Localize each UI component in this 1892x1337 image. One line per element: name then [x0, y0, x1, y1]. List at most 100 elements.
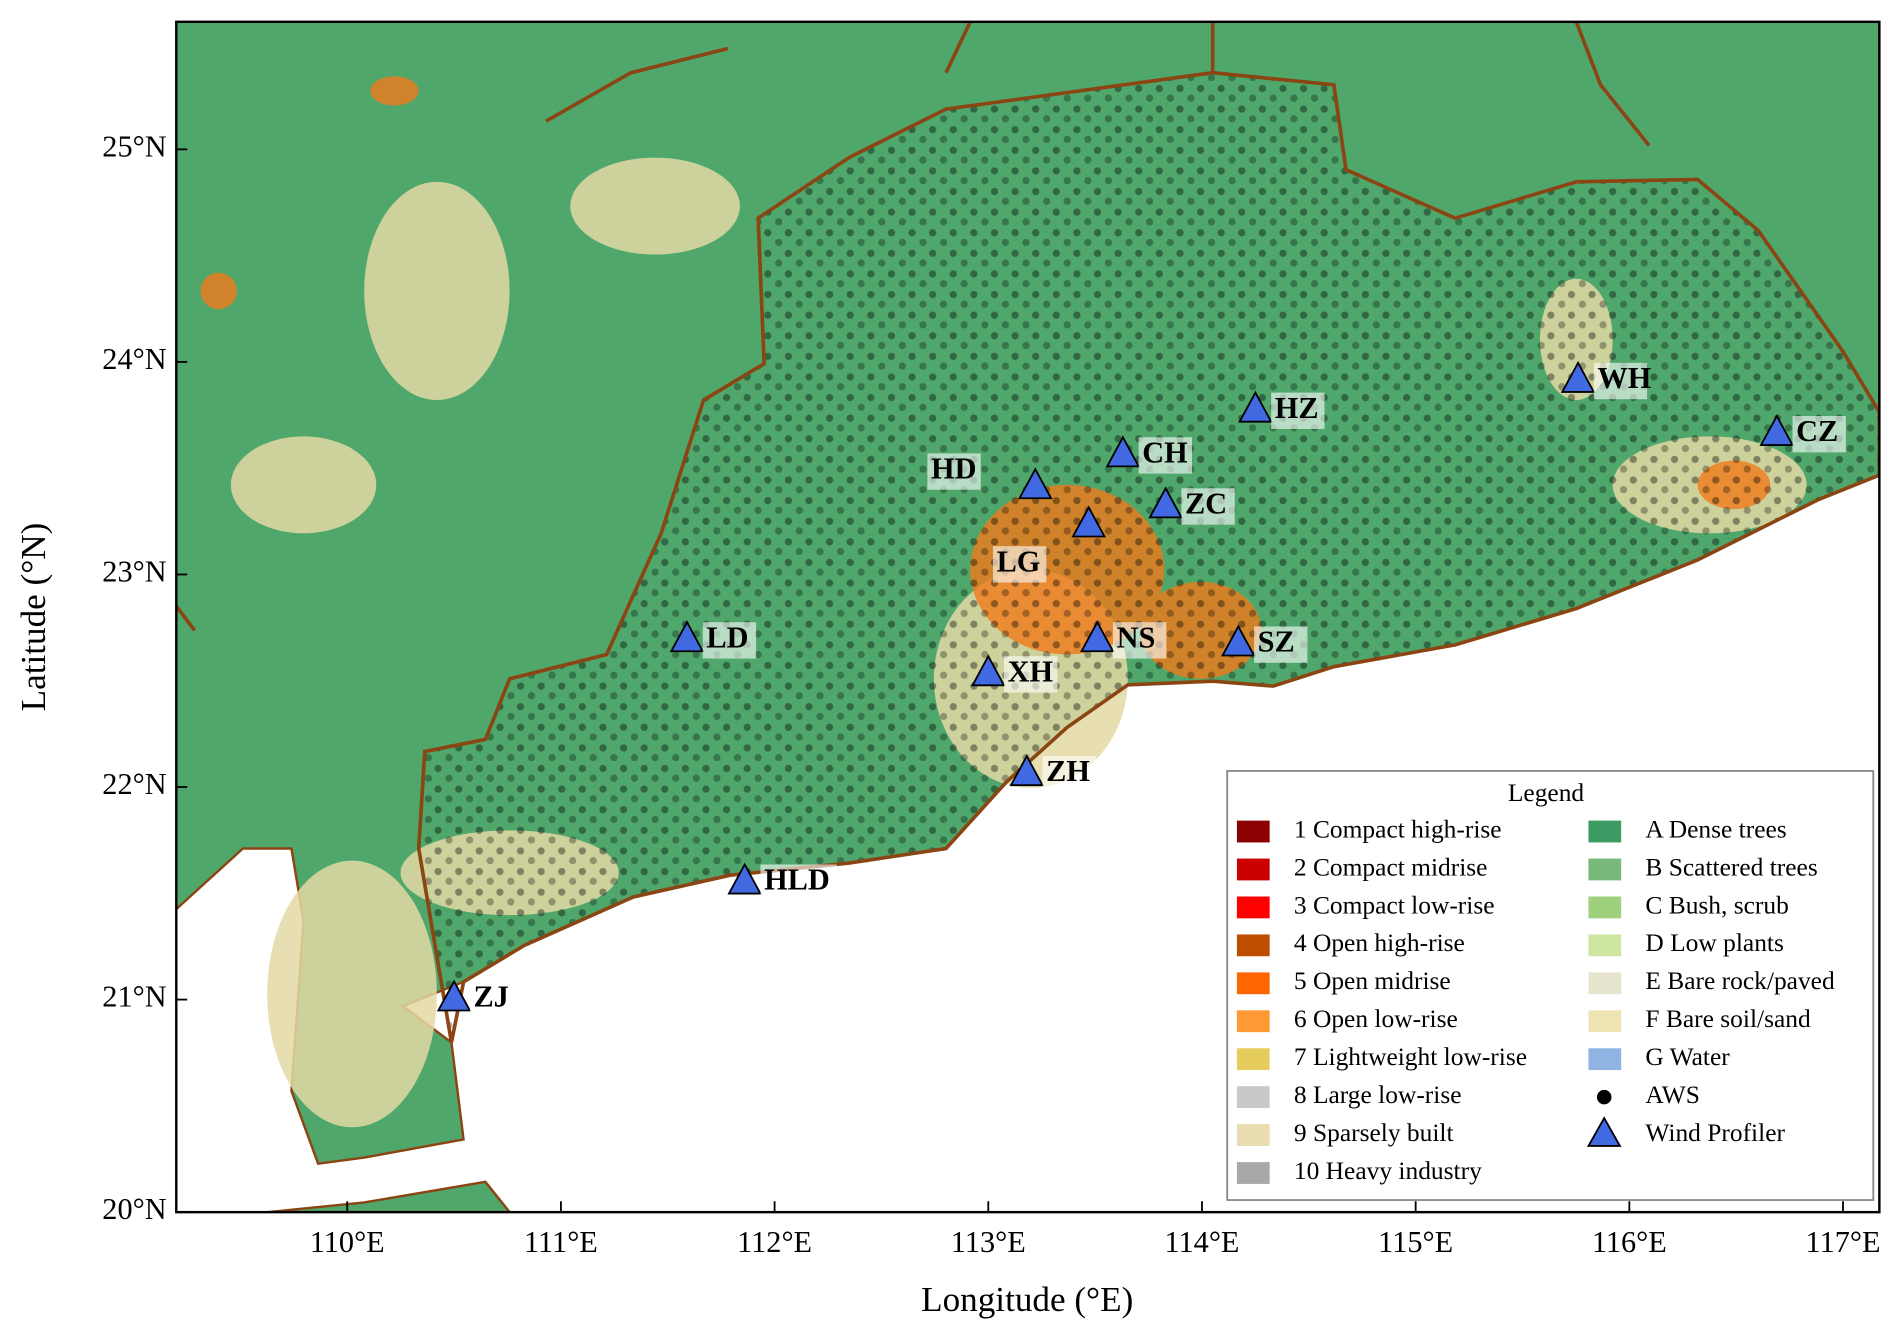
legend-swatch: [1236, 972, 1270, 995]
station-label: NS: [1117, 620, 1156, 654]
legend-label: A Dense trees: [1645, 814, 1786, 843]
legend-swatch: [1588, 972, 1622, 995]
legend-swatch: [1236, 1162, 1270, 1184]
legend-swatch: [1586, 1116, 1622, 1147]
x-tick-label: 117°E: [1806, 1225, 1881, 1259]
x-axis-label: Longitude (°E): [921, 1280, 1133, 1319]
station-label-bg: [1271, 392, 1325, 429]
y-tick-label: 22°N: [102, 767, 166, 801]
legend-swatch: [1588, 1010, 1622, 1033]
station-label-bg: [1254, 626, 1308, 663]
station-label: CH: [1142, 435, 1188, 469]
legend-label: 8 Large low-rise: [1294, 1080, 1462, 1109]
legend-label: 7 Lightweight low-rise: [1294, 1042, 1527, 1071]
legend-swatch: [1236, 1048, 1270, 1071]
legend-swatch: [1588, 820, 1622, 843]
legend-swatch: [1588, 896, 1622, 919]
plot-frame: [175, 20, 1881, 1214]
station-label: SZ: [1258, 625, 1295, 659]
wind-profiler: [1009, 754, 1045, 787]
wind-profiler: [971, 654, 1006, 687]
legend-swatch: [1236, 1086, 1270, 1109]
station-label-bg: [1113, 622, 1167, 659]
province-boundary: [176, 21, 1651, 632]
legend-label: B Scattered trees: [1645, 852, 1817, 881]
wind-profiler: [1221, 624, 1256, 657]
legend-label: D Low plants: [1645, 928, 1783, 957]
legend-swatch: [1236, 896, 1270, 919]
legend-title: Legend: [1508, 778, 1585, 807]
station-label-bg: [760, 864, 837, 901]
x-tick-label: 114°E: [1164, 1225, 1239, 1259]
legend-label: E Bare rock/paved: [1645, 966, 1835, 995]
legend-swatch: [1236, 858, 1270, 881]
station-label-bg: [1181, 488, 1235, 525]
island: [267, 1180, 512, 1213]
wind-profiler: [1071, 505, 1107, 538]
station-label: CZ: [1796, 414, 1838, 448]
y-tick-label: 20°N: [102, 1192, 166, 1226]
legend-label: 6 Open low-rise: [1294, 1004, 1458, 1033]
station-label-bg: [992, 546, 1047, 583]
wind-profiler: [1079, 620, 1115, 653]
station-label-bg: [1042, 756, 1096, 793]
legend-swatch: [1236, 820, 1270, 843]
wind-profiler: [1018, 467, 1053, 500]
wind-profiler: [1560, 360, 1596, 393]
station-label-bg: [702, 622, 757, 659]
x-tick-label: 110°E: [310, 1225, 385, 1259]
legend-label: 1 Compact high-rise: [1294, 814, 1502, 843]
wind-profiler: [436, 979, 472, 1012]
legend-swatch: [1596, 1089, 1612, 1105]
legend-label: Wind Profiler: [1645, 1118, 1785, 1147]
station-label-bg: [1593, 362, 1648, 400]
station-label: HD: [931, 452, 976, 486]
legend-swatch: [1588, 934, 1622, 957]
legend-swatch: [1588, 1048, 1622, 1071]
station-label: XH: [1008, 654, 1054, 688]
station-label-bg: [927, 453, 981, 490]
legend-label: C Bush, scrub: [1645, 890, 1788, 919]
legend-swatch: [1236, 934, 1270, 957]
wind-profiler: [727, 862, 762, 895]
y-tick-label: 21°N: [102, 980, 166, 1014]
station-label: ZH: [1046, 754, 1090, 788]
station-label-bg: [469, 981, 524, 1018]
legend-label: 9 Sparsely built: [1294, 1118, 1454, 1147]
x-tick-label: 113°E: [951, 1225, 1026, 1259]
station-label: ZJ: [473, 980, 508, 1014]
legend-label: 10 Heavy industry: [1294, 1156, 1482, 1185]
legend-label: 4 Open high-rise: [1294, 928, 1465, 957]
x-tick-label: 116°E: [1592, 1225, 1667, 1259]
legend-label: F Bare soil/sand: [1645, 1004, 1811, 1033]
station-label-bg: [1138, 437, 1193, 474]
y-tick-label: 25°N: [102, 129, 166, 163]
legend-label: AWS: [1645, 1080, 1699, 1109]
station-label: LD: [706, 620, 748, 654]
wind-profiler: [1148, 486, 1183, 519]
legend-label: 5 Open midrise: [1294, 966, 1451, 995]
y-tick-label: 23°N: [102, 554, 166, 588]
x-tick-label: 111°E: [524, 1225, 598, 1259]
legend-label: G Water: [1645, 1042, 1730, 1071]
station-label-bg: [1004, 656, 1058, 693]
y-tick-label: 24°N: [102, 342, 166, 376]
wind-profiler: [669, 620, 705, 653]
legend-swatch: [1236, 1124, 1270, 1146]
station-label: ZC: [1185, 486, 1227, 520]
wind-profiler: [1238, 390, 1273, 423]
station-label: HZ: [1275, 391, 1319, 425]
x-tick-label: 115°E: [1378, 1225, 1453, 1259]
y-axis-label: Latitude (°N): [14, 523, 53, 712]
wind-profiler: [1759, 414, 1795, 447]
basemap: [176, 21, 1880, 1213]
guangdong: [416, 70, 1880, 1043]
station-label-bg: [1792, 416, 1846, 453]
legend-box: [1226, 770, 1875, 1201]
legend-swatch: [1236, 1010, 1270, 1033]
station-label: HLD: [764, 863, 830, 897]
legend-label: 3 Compact low-rise: [1294, 890, 1495, 919]
station-label: WH: [1597, 361, 1651, 395]
